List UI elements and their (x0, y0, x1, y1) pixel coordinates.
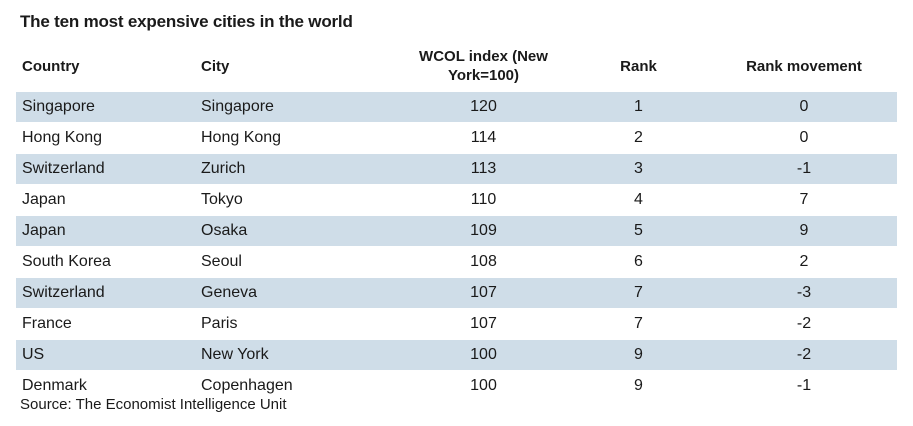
cell-wcol-index: 100 (401, 370, 566, 402)
cell-rank: 7 (566, 277, 711, 309)
cell-city: Copenhagen (201, 370, 401, 402)
cell-rank-movement: -2 (711, 339, 897, 371)
table-row: Denmark Copenhagen 100 9 -1 (16, 370, 897, 402)
column-header-wcol-index: WCOL index (New York=100) (419, 48, 548, 84)
cell-wcol-index: 108 (401, 246, 566, 278)
cell-rank: 5 (566, 215, 711, 247)
cell-rank-movement: 0 (711, 122, 897, 154)
cell-wcol-index: 113 (401, 153, 566, 185)
cell-wcol-index: 107 (401, 277, 566, 309)
cell-rank-movement: 9 (711, 215, 897, 247)
cell-country: South Korea (16, 246, 201, 278)
cell-city: Osaka (201, 215, 401, 247)
column-header-rank: Rank (620, 57, 657, 75)
table-row: Singapore Singapore 120 1 0 (16, 92, 897, 123)
cell-rank: 3 (566, 153, 711, 185)
cell-city: Hong Kong (201, 122, 401, 154)
table-row: South Korea Seoul 108 6 2 (16, 246, 897, 278)
cell-rank: 9 (566, 370, 711, 402)
cell-rank-movement: 2 (711, 246, 897, 278)
cell-country: Singapore (16, 92, 201, 123)
cell-country: US (16, 339, 201, 371)
cell-wcol-index: 109 (401, 215, 566, 247)
cell-wcol-index: 120 (401, 92, 566, 123)
cell-rank: 9 (566, 339, 711, 371)
data-table: Country City WCOL index (New York=100) R… (16, 40, 897, 402)
table-row: Japan Tokyo 110 4 7 (16, 184, 897, 216)
cell-city: Seoul (201, 246, 401, 278)
cell-country: Hong Kong (16, 122, 201, 154)
header-row: Country City WCOL index (New York=100) R… (16, 40, 897, 92)
cell-country: Japan (16, 184, 201, 216)
table-row: France Paris 107 7 -2 (16, 308, 897, 340)
cell-wcol-index: 107 (401, 308, 566, 340)
cell-city: Zurich (201, 153, 401, 185)
cell-wcol-index: 114 (401, 122, 566, 154)
cell-country: Denmark (16, 370, 201, 402)
cell-rank-movement: -1 (711, 153, 897, 185)
cell-rank: 6 (566, 246, 711, 278)
table-row: Japan Osaka 109 5 9 (16, 215, 897, 247)
cell-rank: 2 (566, 122, 711, 154)
cell-city: Paris (201, 308, 401, 340)
table-row: Switzerland Geneva 107 7 -3 (16, 277, 897, 309)
source-note: Source: The Economist Intelligence Unit (20, 396, 287, 413)
table-body: Singapore Singapore 120 1 0 Hong Kong Hong Kon… (16, 92, 897, 402)
cell-rank-movement: 7 (711, 184, 897, 216)
cell-rank: 7 (566, 308, 711, 340)
cell-city: Singapore (201, 92, 401, 123)
column-header-country: Country (22, 57, 80, 75)
column-header-rank-movement: Rank movement (746, 57, 862, 75)
column-header-city: City (201, 57, 230, 75)
cell-rank-movement: -3 (711, 277, 897, 309)
cell-country: Switzerland (16, 153, 201, 185)
table-row: Switzerland Zurich 113 3 -1 (16, 153, 897, 185)
table-row: Hong Kong Hong Kong 114 2 0 (16, 122, 897, 154)
cell-city: New York (201, 339, 401, 371)
cell-city: Geneva (201, 277, 401, 309)
cell-country: Japan (16, 215, 201, 247)
chart-title: The ten most expensive cities in the wor… (20, 12, 353, 31)
cell-rank-movement: 0 (711, 92, 897, 123)
cell-rank: 1 (566, 92, 711, 123)
cell-country: France (16, 308, 201, 340)
cell-wcol-index: 100 (401, 339, 566, 371)
cell-country: Switzerland (16, 277, 201, 309)
table-row: US New York 100 9 -2 (16, 339, 897, 371)
cell-rank-movement: -1 (711, 370, 897, 402)
cell-rank-movement: -2 (711, 308, 897, 340)
cell-city: Tokyo (201, 184, 401, 216)
cell-rank: 4 (566, 184, 711, 216)
cell-wcol-index: 110 (401, 184, 566, 216)
